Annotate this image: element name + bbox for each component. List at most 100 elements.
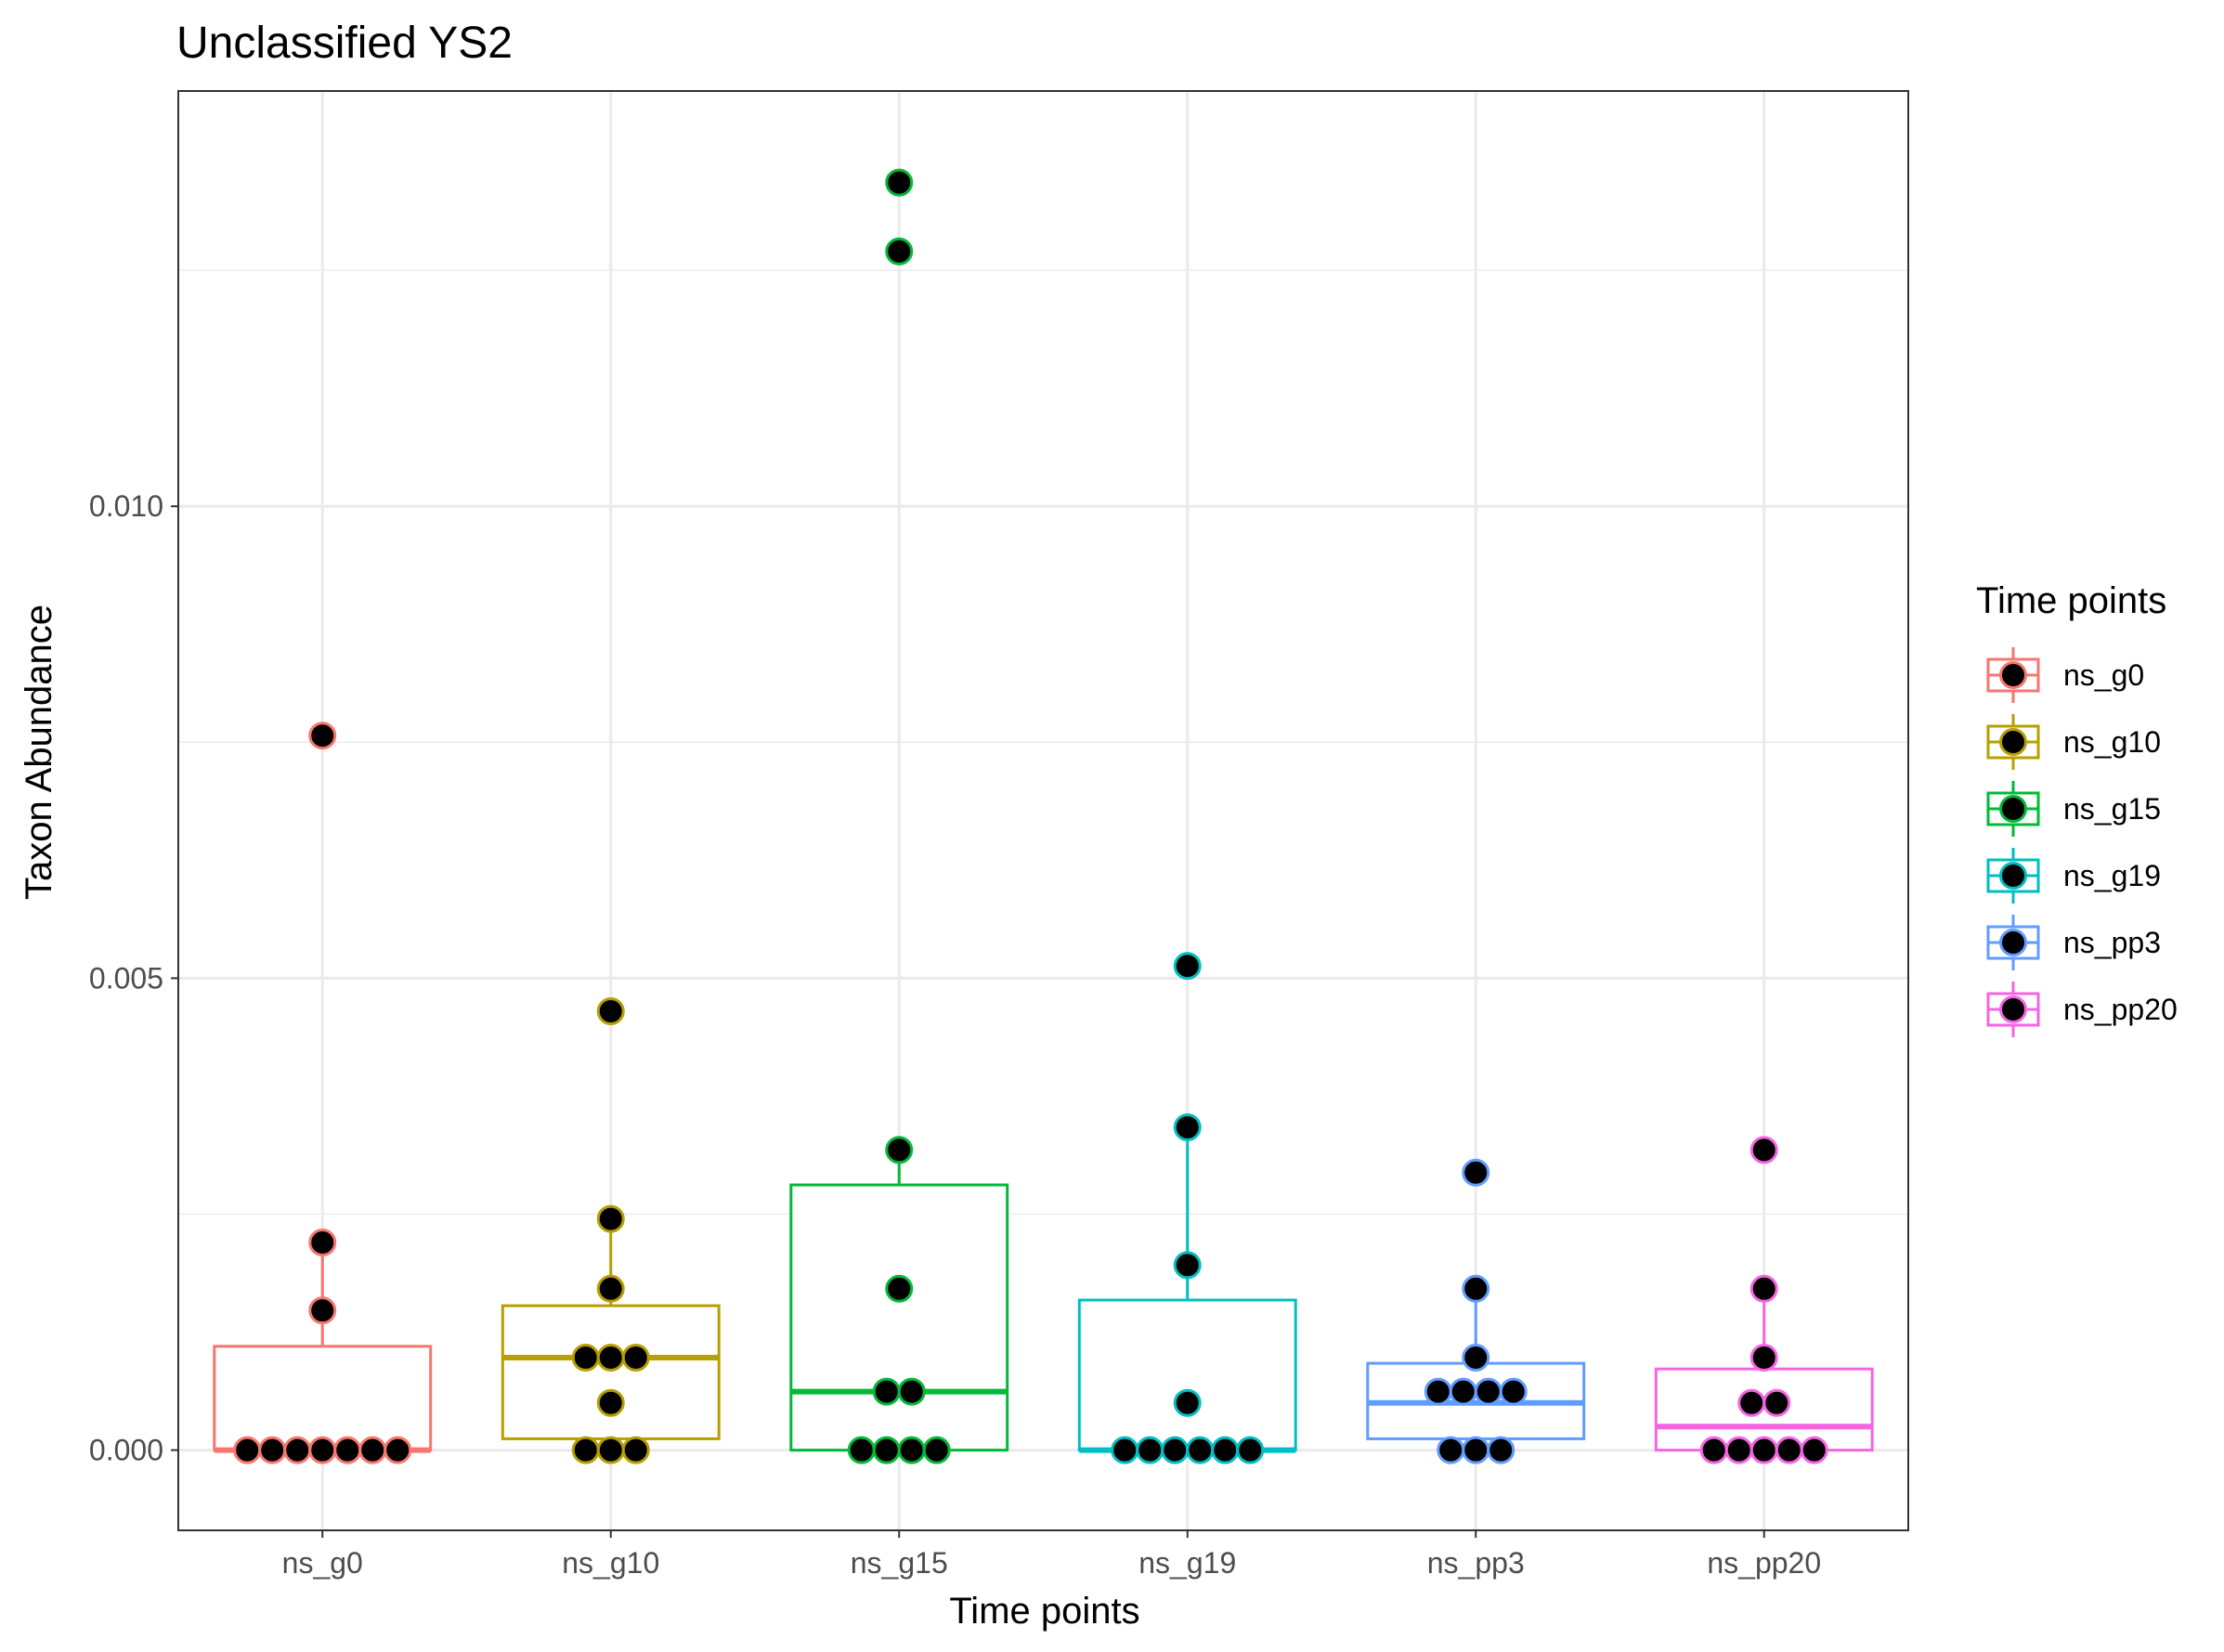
data-point-ns_g15 bbox=[922, 1436, 951, 1464]
data-point-ns_pp3 bbox=[1474, 1377, 1502, 1406]
y-axis-title: Taxon Abundance bbox=[19, 605, 59, 900]
data-point-ns_g19 bbox=[1186, 1436, 1215, 1464]
x-axis-title: Time points bbox=[949, 1591, 1139, 1632]
data-point-ns_g10 bbox=[596, 1204, 625, 1233]
y-tick-label: 0.010 bbox=[89, 489, 163, 523]
box-body bbox=[789, 1183, 1009, 1452]
box-ns_pp3 bbox=[1366, 1288, 1586, 1450]
data-point-ns_g19 bbox=[1111, 1436, 1139, 1464]
x-tick-label: ns_g10 bbox=[562, 1546, 659, 1580]
legend-label: ns_pp3 bbox=[2063, 926, 2161, 959]
data-point-ns_g15 bbox=[897, 1377, 926, 1406]
data-point-ns_pp20 bbox=[1737, 1388, 1766, 1417]
data-point-ns_g0 bbox=[308, 1229, 337, 1256]
box-body bbox=[501, 1304, 721, 1440]
legend-item-ns_g19: ns_g19 bbox=[1986, 848, 2161, 904]
data-point-ns_pp3 bbox=[1462, 1274, 1490, 1303]
data-point-ns_g15 bbox=[885, 168, 914, 197]
legend-point bbox=[1999, 862, 2027, 890]
data-point-ns_g19 bbox=[1211, 1436, 1240, 1464]
legend-item-ns_g0: ns_g0 bbox=[1986, 647, 2144, 703]
data-point-ns_g10 bbox=[571, 1436, 600, 1464]
data-point-ns_pp20 bbox=[1749, 1344, 1778, 1372]
data-point-ns_pp20 bbox=[1699, 1436, 1728, 1464]
data-point-ns_g10 bbox=[596, 996, 625, 1025]
legend-item-ns_pp3: ns_pp3 bbox=[1986, 915, 2161, 970]
data-point-ns_g19 bbox=[1136, 1436, 1164, 1464]
data-point-ns_pp3 bbox=[1499, 1377, 1528, 1406]
legend-label: ns_g15 bbox=[2063, 792, 2161, 826]
legend-label: ns_g10 bbox=[2063, 725, 2161, 759]
box-body bbox=[1077, 1298, 1297, 1452]
legend-item-ns_g10: ns_g10 bbox=[1986, 714, 2161, 770]
x-tick-label: ns_g15 bbox=[851, 1546, 948, 1580]
data-point-ns_pp20 bbox=[1749, 1136, 1778, 1164]
legend-label: ns_g19 bbox=[2063, 859, 2161, 892]
legend-title: Time points bbox=[1976, 580, 2166, 621]
data-point-ns_pp3 bbox=[1462, 1436, 1490, 1464]
y-tick-label: 0.005 bbox=[89, 961, 163, 995]
legend-point bbox=[1999, 995, 2027, 1023]
data-point-ns_g19 bbox=[1173, 952, 1202, 981]
data-point-ns_g0 bbox=[333, 1436, 362, 1464]
data-point-ns_g15 bbox=[885, 1274, 914, 1303]
data-point-ns_g19 bbox=[1173, 1113, 1202, 1141]
data-point-ns_g0 bbox=[258, 1436, 287, 1464]
data-point-ns_g19 bbox=[1173, 1251, 1202, 1280]
data-point-ns_pp20 bbox=[1775, 1436, 1803, 1464]
data-point-ns_g19 bbox=[1236, 1436, 1265, 1464]
chart-title: Unclassified YS2 bbox=[176, 19, 513, 68]
data-point-ns_g19 bbox=[1173, 1388, 1202, 1417]
data-point-ns_g10 bbox=[596, 1274, 625, 1303]
legend-point bbox=[1999, 795, 2027, 823]
data-point-ns_g19 bbox=[1161, 1436, 1190, 1464]
data-point-ns_g10 bbox=[621, 1344, 650, 1372]
legend-item-ns_g15: ns_g15 bbox=[1986, 781, 2161, 837]
data-point-ns_g15 bbox=[872, 1377, 901, 1406]
data-point-ns_g0 bbox=[233, 1436, 262, 1464]
data-point-ns_g10 bbox=[621, 1436, 650, 1464]
x-tick-label: ns_g0 bbox=[282, 1546, 363, 1580]
plot-panel: 0.000 0.005 0.010 ns_g0 ns_g10 ns_g15 ns_g19 ns… bbox=[89, 90, 1909, 1580]
data-point-ns_pp3 bbox=[1424, 1377, 1452, 1406]
data-point-ns_g15 bbox=[885, 237, 914, 266]
data-point-ns_g0 bbox=[308, 1436, 337, 1464]
data-point-ns_g0 bbox=[358, 1436, 387, 1464]
legend-point bbox=[1999, 728, 2027, 756]
legend-item-ns_pp20: ns_pp20 bbox=[1986, 982, 2178, 1037]
data-point-ns_g10 bbox=[596, 1344, 625, 1372]
data-point-ns_g0 bbox=[308, 722, 337, 750]
data-point-ns_g15 bbox=[872, 1436, 901, 1464]
legend: Time points ns_g0 ns_g10 ns_g15 ns_g19 ns_pp… bbox=[1976, 580, 2178, 1037]
y-tick-label: 0.000 bbox=[89, 1434, 163, 1467]
data-point-ns_g15 bbox=[847, 1436, 876, 1464]
box-body bbox=[213, 1345, 433, 1452]
x-tick-label: ns_pp20 bbox=[1707, 1546, 1821, 1580]
data-point-ns_g0 bbox=[308, 1296, 337, 1325]
data-point-ns_pp3 bbox=[1437, 1436, 1465, 1464]
data-point-ns_g10 bbox=[571, 1344, 600, 1372]
legend-label: ns_pp20 bbox=[2063, 993, 2178, 1026]
box-ns_g15 bbox=[789, 1150, 1009, 1452]
data-point-ns_g0 bbox=[384, 1436, 412, 1464]
data-point-ns_pp20 bbox=[1762, 1388, 1791, 1417]
x-tick-label: ns_pp3 bbox=[1427, 1546, 1525, 1580]
data-point-ns_g10 bbox=[596, 1388, 625, 1417]
panel-background bbox=[178, 91, 1908, 1530]
data-point-ns_pp3 bbox=[1487, 1436, 1515, 1464]
data-point-ns_g0 bbox=[283, 1436, 312, 1464]
data-point-ns_pp20 bbox=[1749, 1436, 1778, 1464]
data-point-ns_g10 bbox=[596, 1436, 625, 1464]
legend-point bbox=[1999, 661, 2027, 689]
data-point-ns_pp3 bbox=[1462, 1158, 1490, 1187]
data-point-ns_g15 bbox=[885, 1136, 914, 1164]
data-point-ns_pp20 bbox=[1800, 1436, 1828, 1464]
data-point-ns_pp3 bbox=[1462, 1344, 1490, 1372]
x-tick-label: ns_g19 bbox=[1138, 1546, 1236, 1580]
panel-border bbox=[177, 90, 1909, 1531]
data-point-ns_pp20 bbox=[1749, 1274, 1778, 1303]
legend-label: ns_g0 bbox=[2063, 658, 2144, 692]
data-point-ns_g15 bbox=[897, 1436, 926, 1464]
